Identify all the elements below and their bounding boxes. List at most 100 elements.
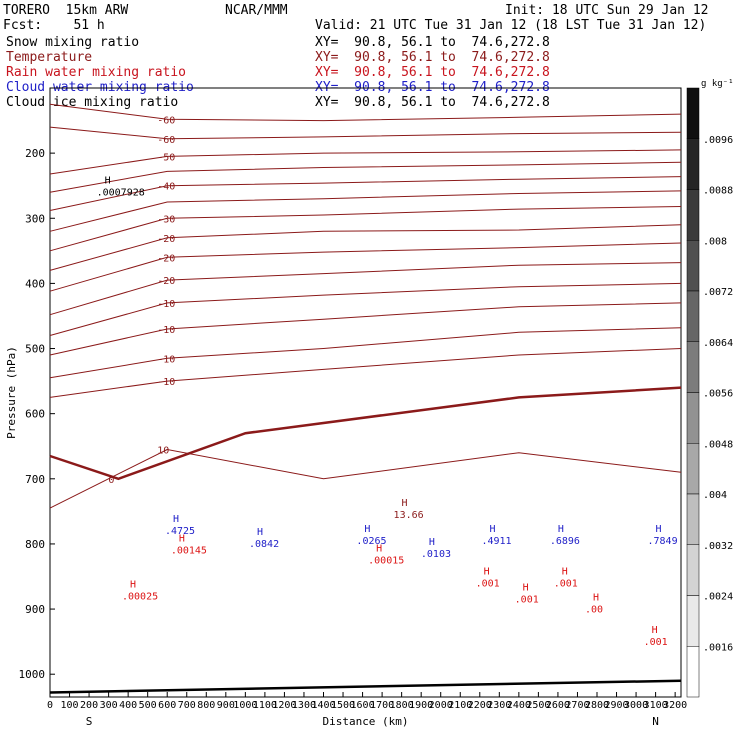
isotherm-label: 0 bbox=[108, 475, 114, 486]
y-tick-label: 300 bbox=[25, 212, 45, 225]
isotherm-line bbox=[49, 448, 682, 509]
valid-time: Valid: 21 UTC Tue 31 Jan 12 (18 LST Tue … bbox=[315, 18, 707, 33]
isotherm-label: -10 bbox=[157, 354, 175, 365]
x-tick-label: 1500 bbox=[331, 700, 355, 711]
isotherm-line bbox=[49, 282, 682, 336]
maximum-value-label: .4725 bbox=[165, 526, 195, 537]
maximum-h-marker: H bbox=[130, 579, 136, 590]
maximum-value-label: .7849 bbox=[648, 536, 678, 547]
y-axis-label: Pressure (hPa) bbox=[5, 346, 18, 439]
x-tick-label: 2300 bbox=[487, 700, 511, 711]
maximum-h-marker: H bbox=[593, 592, 599, 603]
x-tick-label: 700 bbox=[178, 700, 196, 711]
init-time: Init: 18 UTC Sun 29 Jan 12 bbox=[505, 3, 709, 18]
colorbar-label: .0064 bbox=[703, 338, 733, 349]
maximum-value-label: .001 bbox=[515, 595, 539, 606]
maximum-h-marker: H bbox=[105, 175, 111, 186]
colorbar-swatch bbox=[686, 493, 700, 545]
field-xy-cloud-ice: XY= 90.8, 56.1 to 74.6,272.8 bbox=[315, 95, 550, 110]
field-label-rain: Rain water mixing ratio bbox=[6, 65, 187, 80]
x-tick-label: 2100 bbox=[448, 700, 472, 711]
colorbar-label: .008 bbox=[703, 236, 727, 247]
maximum-value-label: .0265 bbox=[356, 536, 386, 547]
colorbar-swatch bbox=[686, 290, 700, 342]
x-tick-label: 300 bbox=[100, 700, 118, 711]
colorbar-label: .0016 bbox=[703, 642, 733, 653]
y-tick-label: 400 bbox=[25, 277, 45, 290]
maximum-value-label: .0842 bbox=[249, 539, 279, 550]
maximum-h-marker: H bbox=[376, 543, 382, 554]
colorbar-label: .0096 bbox=[703, 135, 733, 146]
plot-frame bbox=[49, 87, 682, 698]
terrain-line bbox=[49, 679, 682, 694]
x-tick-label: 900 bbox=[217, 700, 235, 711]
x-tick-label: 2800 bbox=[585, 700, 609, 711]
x-tick-label: 1700 bbox=[370, 700, 394, 711]
maximum-h-marker: H bbox=[173, 514, 179, 525]
maximum-value-label: .001 bbox=[476, 578, 500, 589]
maximum-value-label: .0103 bbox=[421, 549, 451, 560]
isotherm-line bbox=[49, 176, 682, 211]
field-xy-temperature: XY= 90.8, 56.1 to 74.6,272.8 bbox=[315, 50, 550, 65]
x-tick-label: 2700 bbox=[565, 700, 589, 711]
x-tick-label: 1300 bbox=[292, 700, 316, 711]
endpoint-right: N bbox=[652, 715, 659, 728]
center-label: NCAR/MMM bbox=[225, 3, 288, 18]
x-tick-label: 3100 bbox=[644, 700, 668, 711]
isotherm-line bbox=[49, 348, 682, 398]
colorbar-swatch bbox=[686, 189, 700, 241]
y-tick-label: 700 bbox=[25, 473, 45, 486]
isotherm-label: -20 bbox=[157, 276, 175, 287]
isotherm-label: -30 bbox=[157, 214, 175, 225]
colorbar-label: .0048 bbox=[703, 439, 733, 450]
y-tick-label: 200 bbox=[25, 147, 45, 160]
x-tick-label: 2900 bbox=[604, 700, 628, 711]
maximum-value-label: .00015 bbox=[368, 555, 404, 566]
endpoint-left: S bbox=[86, 715, 93, 728]
isotherm-line bbox=[49, 327, 682, 379]
isotherm-label: -20 bbox=[157, 234, 175, 245]
colorbar-label: .0032 bbox=[703, 541, 733, 552]
forecast-hour: Fcst: 51 h bbox=[3, 18, 105, 33]
isotherm-line bbox=[49, 262, 682, 316]
maximum-h-marker: H bbox=[558, 524, 564, 535]
isotherm-line bbox=[49, 386, 682, 481]
x-tick-label: 1200 bbox=[272, 700, 296, 711]
maximum-h-marker: H bbox=[523, 583, 529, 594]
colorbar-label: .0056 bbox=[703, 389, 733, 400]
x-tick-label: 2200 bbox=[468, 700, 492, 711]
maximum-value-label: .6896 bbox=[550, 536, 580, 547]
x-tick-label: 2500 bbox=[526, 700, 550, 711]
colorbar-label: .0088 bbox=[703, 186, 733, 197]
x-tick-label: 400 bbox=[119, 700, 137, 711]
x-tick-label: 1100 bbox=[253, 700, 277, 711]
isotherm-line bbox=[49, 190, 682, 232]
colorbar-swatch bbox=[686, 646, 700, 698]
isotherm-line bbox=[49, 224, 682, 271]
isotherm-line bbox=[49, 242, 682, 292]
colorbar-unit: g kg⁻¹ bbox=[701, 79, 734, 89]
isotherm-line bbox=[49, 206, 682, 252]
isotherm-label: -10 bbox=[157, 325, 175, 336]
isotherm-label: -60 bbox=[157, 115, 175, 126]
colorbar-swatch bbox=[686, 87, 700, 139]
maximum-value-label: .0007928 bbox=[97, 187, 145, 198]
x-tick-label: 1400 bbox=[311, 700, 335, 711]
maximum-h-marker: H bbox=[489, 524, 495, 535]
colorbar-swatch bbox=[686, 240, 700, 292]
x-tick-label: 0 bbox=[47, 700, 53, 711]
y-tick-label: 800 bbox=[25, 538, 45, 551]
isotherm-label: -10 bbox=[157, 377, 175, 388]
maximum-value-label: .00145 bbox=[171, 546, 207, 557]
field-xy-rain: XY= 90.8, 56.1 to 74.6,272.8 bbox=[315, 65, 550, 80]
isotherm-label: 10 bbox=[157, 445, 169, 456]
y-tick-label: 500 bbox=[25, 343, 45, 356]
x-tick-label: 500 bbox=[139, 700, 157, 711]
maximum-value-label: .00 bbox=[585, 604, 603, 615]
y-tick-label: 600 bbox=[25, 408, 45, 421]
isotherm-label: -20 bbox=[157, 253, 175, 264]
x-tick-label: 1000 bbox=[233, 700, 257, 711]
isotherm-line bbox=[49, 302, 682, 356]
maximum-value-label: .4911 bbox=[481, 536, 511, 547]
